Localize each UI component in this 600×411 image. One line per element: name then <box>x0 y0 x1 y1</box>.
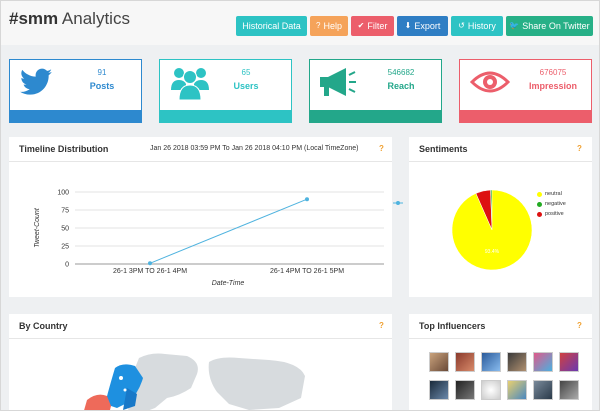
influencer-avatar[interactable] <box>455 380 475 400</box>
sentiments-help-icon[interactable]: ? <box>577 144 582 153</box>
history-label: History <box>467 21 496 31</box>
by-country-panel: By Country ? <box>9 314 392 410</box>
posts-count: 91 <box>97 68 107 77</box>
y-tick-label: 75 <box>61 208 69 215</box>
x-tick-label: 26-1 4PM TO 26-1 5PM <box>270 268 344 275</box>
influencers-help-icon[interactable]: ? <box>577 321 582 330</box>
data-point <box>305 197 309 202</box>
y-tick-label: 50 <box>61 226 69 233</box>
posts-label: Posts <box>89 81 115 91</box>
hashtag-label: #smm <box>9 9 59 28</box>
legend-negative: negative <box>537 201 566 207</box>
history-button[interactable]: ↺ History <box>451 16 503 36</box>
influencer-avatar[interactable] <box>429 352 449 372</box>
help-label: Help <box>323 21 342 31</box>
impression-count: 676075 <box>539 68 567 77</box>
reach-count: 546682 <box>387 68 415 77</box>
posts-color-bar <box>10 110 141 122</box>
timeline-range: Jan 26 2018 03:59 PM To Jan 26 2018 04:1… <box>150 145 359 152</box>
series-line <box>149 198 308 264</box>
historical-data-button[interactable]: Historical Data <box>236 16 307 36</box>
megaphone-icon <box>320 68 356 96</box>
negative-swatch <box>537 201 542 207</box>
users-label: Users <box>233 81 259 91</box>
timeline-panel: Timeline Distribution Jan 26 2018 03:59 … <box>9 137 392 297</box>
timeline-divider <box>9 161 392 162</box>
sentiments-panel: Sentiments ? 93.4% neutral negative posi… <box>409 137 592 297</box>
sentiments-title: Sentiments <box>419 144 468 154</box>
share-label: Share On Twitter <box>522 21 590 31</box>
influencer-avatar[interactable] <box>481 352 501 372</box>
stat-card-reach: 546682 Reach <box>309 59 442 123</box>
twitter-bird-icon <box>20 68 52 95</box>
influencer-avatar[interactable] <box>559 352 579 372</box>
share-on-twitter-button[interactable]: 🐦 Share On Twitter <box>506 16 593 36</box>
top-influencers-title: Top Influencers <box>419 321 486 331</box>
users-color-bar <box>160 110 291 122</box>
x-axis-label: Date-Time <box>212 280 245 287</box>
country-help-icon[interactable]: ? <box>379 321 384 330</box>
by-country-title: By Country <box>19 321 68 331</box>
country-divider <box>9 338 392 339</box>
influencer-avatar[interactable] <box>559 380 579 400</box>
sentiments-divider <box>409 161 592 162</box>
influencer-avatar[interactable] <box>533 352 553 372</box>
filter-button[interactable]: ✔ Filter <box>351 16 394 36</box>
influencer-avatar[interactable] <box>481 380 501 400</box>
y-tick-label: 0 <box>65 262 69 269</box>
impression-color-bar <box>460 110 591 122</box>
timeline-line-chart: 0 25 50 75 100 26-1 3PM TO 26-1 4PM 26-1 4PM T… <box>34 190 384 287</box>
y-axis-label: Tweet-Count <box>34 207 41 248</box>
stat-card-posts: 91 Posts <box>9 59 142 123</box>
twitter-icon: 🐦 <box>509 21 520 30</box>
export-label: Export <box>414 21 441 31</box>
help-button[interactable]: ? Help <box>310 16 348 36</box>
top-bar: #smm Analytics Historical Data ? Help ✔ … <box>1 1 599 45</box>
timeline-help-icon[interactable]: ? <box>379 144 384 153</box>
legend-positive-label: positive <box>545 211 564 217</box>
page-title: #smm Analytics <box>9 9 130 29</box>
neutral-swatch <box>537 191 542 197</box>
reach-label: Reach <box>387 81 415 91</box>
influencers-divider <box>409 338 592 339</box>
influencer-avatar[interactable] <box>507 380 527 400</box>
check-icon: ✔ <box>357 21 365 30</box>
top-influencers-panel: Top Influencers ? <box>409 314 592 410</box>
legend-negative-label: negative <box>545 201 566 207</box>
question-icon: ? <box>316 21 321 30</box>
legend-neutral-label: neutral <box>545 191 562 197</box>
eye-icon <box>470 71 510 93</box>
x-tick-label: 26-1 3PM TO 26-1 4PM <box>113 268 187 275</box>
reach-color-bar <box>310 110 441 122</box>
chart-legend-marker <box>393 193 403 205</box>
data-point <box>148 261 152 266</box>
legend-neutral: neutral <box>537 191 562 197</box>
download-icon: ⬇ <box>404 21 412 30</box>
export-button[interactable]: ⬇ Export <box>397 16 448 36</box>
legend-positive: positive <box>537 211 564 217</box>
impression-label: Impression <box>528 81 577 91</box>
users-icon <box>171 68 209 101</box>
positive-swatch <box>537 211 542 217</box>
influencer-avatar[interactable] <box>455 352 475 372</box>
historical-data-label: Historical Data <box>242 21 301 31</box>
filter-label: Filter <box>367 21 388 31</box>
history-icon: ↺ <box>458 21 465 30</box>
pie-slice-neutral <box>451 189 533 271</box>
influencer-avatar[interactable] <box>429 380 449 400</box>
stat-card-impression: 676075 Impression <box>459 59 592 123</box>
stat-card-users: 65 Users <box>159 59 292 123</box>
y-tick-label: 25 <box>61 244 69 251</box>
influencer-avatar[interactable] <box>533 380 553 400</box>
y-tick-label: 100 <box>57 190 69 197</box>
world-map <box>84 353 305 410</box>
timeline-title: Timeline Distribution <box>19 144 109 154</box>
pie-slice-label: 93.4% <box>485 249 500 255</box>
users-count: 65 <box>241 68 251 77</box>
sentiments-pie-chart: 93.4% <box>451 189 533 271</box>
title-suffix: Analytics <box>58 9 130 28</box>
influencer-avatar[interactable] <box>507 352 527 372</box>
